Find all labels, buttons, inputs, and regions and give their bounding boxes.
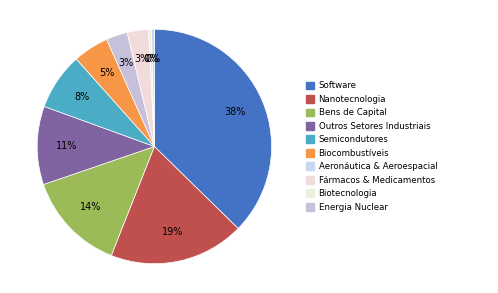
Wedge shape [111,146,238,264]
Wedge shape [107,33,154,146]
Text: 38%: 38% [225,108,246,117]
Text: 3%: 3% [134,54,149,64]
Text: 0%: 0% [146,54,161,64]
Wedge shape [151,29,154,146]
Text: 11%: 11% [56,141,77,151]
Wedge shape [44,59,154,146]
Wedge shape [127,29,154,146]
Wedge shape [43,146,154,255]
Text: 8%: 8% [74,92,89,102]
Text: 0%: 0% [143,54,159,64]
Wedge shape [154,29,271,229]
Wedge shape [148,29,154,146]
Legend: Software, Nanotecnologia, Bens de Capital, Outros Setores Industriais, Semicondu: Software, Nanotecnologia, Bens de Capita… [303,79,440,214]
Wedge shape [76,40,154,146]
Wedge shape [37,106,154,185]
Text: 14%: 14% [80,202,102,212]
Text: 5%: 5% [99,68,115,78]
Text: 3%: 3% [119,58,134,68]
Text: 19%: 19% [162,227,183,237]
